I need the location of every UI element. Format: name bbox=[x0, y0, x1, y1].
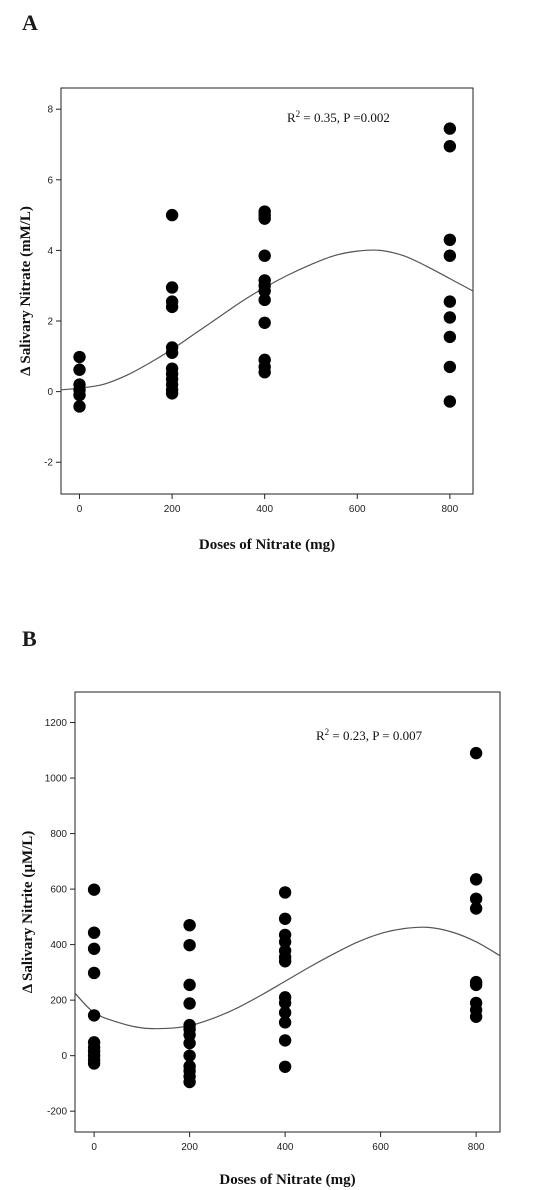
plot-frame bbox=[74, 691, 501, 1133]
data-point bbox=[183, 938, 196, 952]
data-point bbox=[258, 249, 271, 262]
data-point bbox=[87, 926, 101, 939]
fit-curve bbox=[75, 926, 500, 1030]
data-point bbox=[183, 978, 196, 992]
x-tick-label: 0 bbox=[91, 1142, 97, 1153]
data-point bbox=[469, 978, 483, 992]
data-point bbox=[165, 281, 179, 294]
y-tick-label: 6 bbox=[47, 175, 53, 186]
x-tick-label: 400 bbox=[277, 1142, 294, 1153]
data-point bbox=[443, 249, 457, 262]
data-point bbox=[443, 360, 457, 374]
data-point bbox=[278, 935, 292, 949]
data-point bbox=[73, 350, 86, 364]
data-point bbox=[278, 1006, 292, 1019]
fit-annotation: R2 = 0.23, P = 0.007 bbox=[316, 727, 423, 743]
x-tick-label: 0 bbox=[77, 504, 83, 515]
y-tick-label: -200 bbox=[47, 1107, 67, 1118]
data-point bbox=[183, 1049, 196, 1062]
data-point bbox=[165, 346, 179, 359]
data-point bbox=[87, 883, 101, 896]
data-point bbox=[278, 1034, 292, 1047]
annotation-stats: = 0.23, P = 0.007 bbox=[329, 728, 422, 743]
x-tick-label: 200 bbox=[181, 1142, 198, 1153]
data-point bbox=[258, 366, 271, 379]
data-point bbox=[258, 212, 271, 225]
y-tick-label: 2 bbox=[47, 317, 53, 328]
y-tick-label: 200 bbox=[50, 996, 67, 1007]
data-point bbox=[443, 122, 457, 135]
panel-label: A bbox=[22, 10, 38, 35]
panel-label: B bbox=[22, 626, 37, 651]
annotation-superscript: 2 bbox=[296, 109, 301, 119]
data-point bbox=[258, 293, 271, 307]
y-tick-label: 8 bbox=[47, 105, 53, 116]
annotation-superscript: 2 bbox=[325, 727, 330, 737]
x-tick-label: 600 bbox=[349, 504, 366, 515]
y-tick-label: 800 bbox=[50, 829, 67, 840]
data-point bbox=[278, 886, 292, 899]
data-point bbox=[469, 902, 483, 915]
y-tick-label: 4 bbox=[47, 246, 53, 257]
data-point bbox=[87, 1057, 101, 1070]
x-tick-label: 600 bbox=[372, 1142, 389, 1153]
annotation-r: R bbox=[287, 110, 296, 125]
panel-a: A 0 200 400 600 800 -2 0 2 4 6 8 Doses of Nitrate (m… bbox=[18, 10, 474, 553]
y-tick-label: 0 bbox=[47, 387, 53, 398]
x-tick-label: 200 bbox=[164, 504, 181, 515]
data-point bbox=[73, 363, 86, 376]
x-tick-label: 400 bbox=[256, 504, 273, 515]
data-point bbox=[87, 942, 101, 955]
annotation-r: R bbox=[316, 728, 325, 743]
data-point bbox=[469, 892, 483, 906]
data-point bbox=[87, 966, 101, 980]
data-point bbox=[443, 311, 457, 324]
y-tick-label: 1000 bbox=[45, 774, 68, 785]
data-point bbox=[443, 233, 457, 247]
y-tick-label: 1200 bbox=[45, 718, 68, 729]
y-tick-label: 600 bbox=[50, 885, 67, 896]
data-point bbox=[443, 140, 457, 153]
data-point bbox=[443, 330, 457, 344]
y-tick-label: -2 bbox=[44, 458, 53, 469]
data-point bbox=[469, 1010, 483, 1023]
data-point bbox=[469, 873, 483, 886]
data-point bbox=[183, 997, 196, 1010]
y-tick-label: 0 bbox=[61, 1051, 67, 1062]
y-axis-title: Δ Salivary Nitrate (mM/L) bbox=[18, 206, 34, 376]
data-point bbox=[73, 388, 86, 402]
x-tick-label: 800 bbox=[468, 1142, 485, 1153]
data-point bbox=[278, 955, 292, 968]
data-point bbox=[183, 918, 196, 932]
data-point bbox=[165, 387, 179, 400]
data-point bbox=[278, 912, 292, 926]
fit-annotation: R2 = 0.35, P =0.002 bbox=[287, 109, 390, 125]
x-axis-title: Doses of Nitrate (mg) bbox=[199, 537, 335, 553]
data-point bbox=[443, 395, 457, 408]
data-point bbox=[278, 996, 292, 1010]
data-point bbox=[443, 295, 457, 308]
panel-b: B 0 200 400 600 800 -200 0 200 400 600 800 1000 1200 D… bbox=[20, 626, 501, 1188]
x-tick-label: 800 bbox=[442, 504, 459, 515]
data-point bbox=[278, 1016, 292, 1029]
data-point bbox=[258, 316, 271, 329]
data-point bbox=[73, 400, 86, 413]
data-point bbox=[165, 208, 179, 222]
x-axis-title: Doses of Nitrate (mg) bbox=[219, 1172, 355, 1188]
y-tick-label: 400 bbox=[50, 940, 67, 951]
data-point bbox=[469, 746, 483, 760]
data-point bbox=[278, 1060, 292, 1073]
data-point bbox=[183, 1075, 196, 1089]
y-axis-title: Δ Salivary Nitrite (µM/L) bbox=[20, 831, 36, 994]
data-point bbox=[258, 284, 271, 298]
data-point bbox=[165, 300, 179, 314]
annotation-stats: = 0.35, P =0.002 bbox=[300, 110, 390, 125]
data-point bbox=[87, 1009, 101, 1022]
data-point bbox=[183, 1036, 196, 1050]
